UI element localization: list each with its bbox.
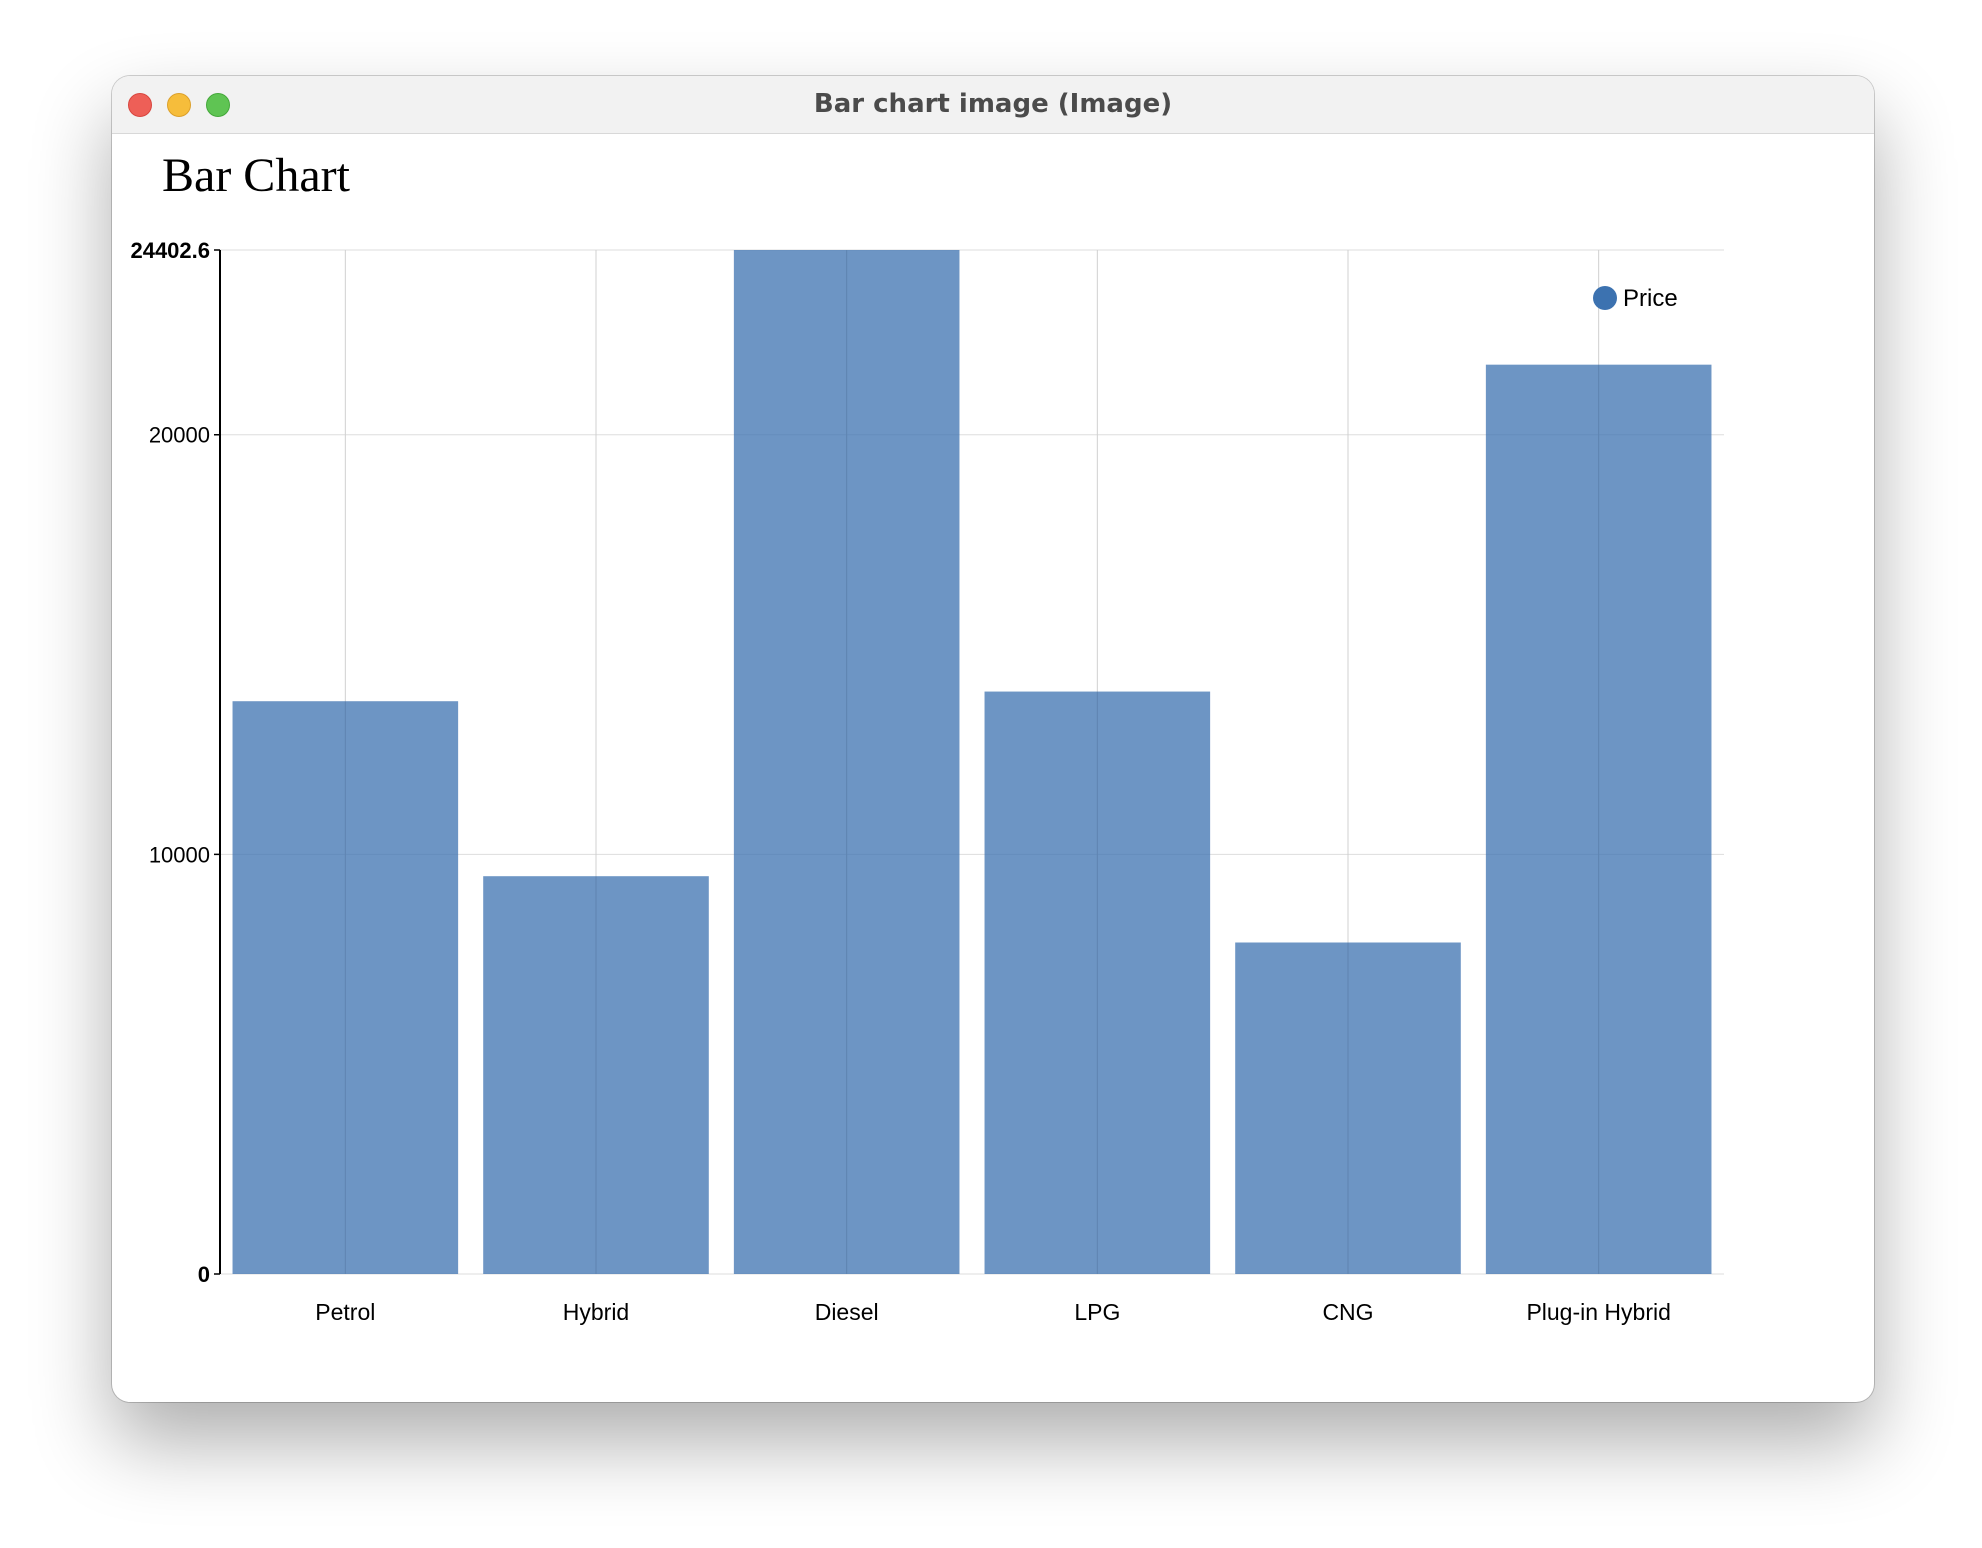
chart-title: Bar Chart — [162, 149, 350, 202]
x-tick-label: Hybrid — [563, 1299, 629, 1325]
app-window: Bar chart image (Image) Bar Chart 0 10000… — [112, 76, 1874, 1402]
y-tick-label: 0 — [198, 1262, 210, 1287]
bar-lpg — [984, 691, 1211, 1274]
legend-marker — [1593, 286, 1617, 310]
bar-plug-in-hybrid — [1485, 364, 1712, 1275]
title-bar: Bar chart image (Image) — [112, 76, 1874, 134]
bar-hybrid — [483, 876, 709, 1274]
x-tick-label: LPG — [1074, 1299, 1120, 1325]
maximize-button[interactable] — [206, 93, 230, 117]
chart-area: Bar Chart 0 10000 20000 24402.6 Petrol Hybrid… — [112, 134, 1874, 1402]
legend-label: Price — [1623, 285, 1678, 312]
y-tick-label: 20000 — [149, 423, 210, 448]
minimize-button[interactable] — [167, 93, 191, 117]
y-tick-label: 24402.6 — [130, 238, 210, 263]
bar-chart: 0 10000 20000 24402.6 Petrol Hybrid Diesel LPG C… — [130, 238, 1724, 1325]
x-tick-label: Petrol — [315, 1299, 375, 1325]
x-tick-label: CNG — [1322, 1299, 1373, 1325]
bar-diesel — [733, 250, 960, 1274]
window-title: Bar chart image (Image) — [813, 89, 1173, 119]
bar-cng — [1235, 942, 1461, 1274]
y-tick-label: 10000 — [149, 842, 210, 867]
x-tick-label: Plug-in Hybrid — [1526, 1299, 1670, 1325]
bar-petrol — [232, 701, 459, 1274]
close-button[interactable] — [128, 93, 152, 117]
x-tick-label: Diesel — [815, 1299, 879, 1325]
